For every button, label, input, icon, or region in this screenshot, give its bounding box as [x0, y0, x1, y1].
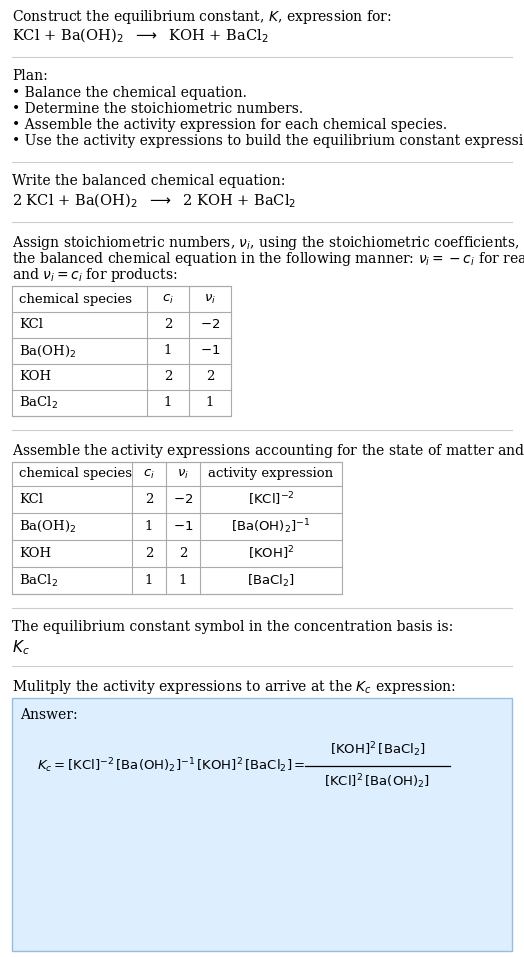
Text: • Use the activity expressions to build the equilibrium constant expression.: • Use the activity expressions to build …	[12, 134, 524, 148]
Text: $\nu_i$: $\nu_i$	[177, 467, 189, 480]
Bar	[12, 286, 231, 416]
Bar	[12, 462, 342, 594]
Text: $[\mathrm{KCl}]^2\,[\mathrm{Ba(OH)_2}]$: $[\mathrm{KCl}]^2\,[\mathrm{Ba(OH)_2}]$	[324, 772, 431, 791]
Text: • Balance the chemical equation.: • Balance the chemical equation.	[12, 86, 247, 100]
Text: $-2$: $-2$	[200, 319, 220, 331]
Text: Ba(OH)$_2$: Ba(OH)$_2$	[19, 519, 77, 534]
Text: chemical species: chemical species	[19, 468, 132, 480]
Text: 2: 2	[206, 370, 214, 384]
Text: 1: 1	[145, 520, 153, 533]
Text: Assign stoichiometric numbers, $\nu_i$, using the stoichiometric coefficients, $: Assign stoichiometric numbers, $\nu_i$, …	[12, 234, 524, 252]
Text: $c_i$: $c_i$	[162, 293, 174, 305]
Text: $[\mathrm{BaCl_2}]$: $[\mathrm{BaCl_2}]$	[247, 572, 295, 589]
Text: $[\mathrm{KOH}]^2\,[\mathrm{BaCl_2}]$: $[\mathrm{KOH}]^2\,[\mathrm{BaCl_2}]$	[330, 741, 425, 759]
Text: Construct the equilibrium constant, $K$, expression for:: Construct the equilibrium constant, $K$,…	[12, 8, 391, 26]
Text: Plan:: Plan:	[12, 69, 48, 83]
Text: activity expression: activity expression	[209, 468, 334, 480]
Text: Write the balanced chemical equation:: Write the balanced chemical equation:	[12, 174, 286, 188]
Text: 1: 1	[206, 396, 214, 410]
Text: $K_c$: $K_c$	[12, 638, 30, 657]
Text: $[\mathrm{KCl}]^{-2}$: $[\mathrm{KCl}]^{-2}$	[248, 491, 294, 508]
Text: chemical species: chemical species	[19, 293, 132, 305]
Text: $K_c = [\mathrm{KCl}]^{-2}\,[\mathrm{Ba(OH)_2}]^{-1}\,[\mathrm{KOH}]^2\,[\mathrm: $K_c = [\mathrm{KCl}]^{-2}\,[\mathrm{Ba(…	[37, 757, 305, 775]
Text: Assemble the activity expressions accounting for the state of matter and $\nu_i$: Assemble the activity expressions accoun…	[12, 442, 524, 460]
Text: $-1$: $-1$	[200, 345, 220, 358]
Text: $-1$: $-1$	[173, 520, 193, 533]
Text: BaCl$_2$: BaCl$_2$	[19, 572, 58, 589]
Text: KCl: KCl	[19, 319, 43, 331]
Text: 1: 1	[164, 396, 172, 410]
Text: $\nu_i$: $\nu_i$	[204, 293, 216, 305]
Text: 2: 2	[179, 547, 187, 560]
Text: KOH: KOH	[19, 547, 51, 560]
Text: Mulitply the activity expressions to arrive at the $K_c$ expression:: Mulitply the activity expressions to arr…	[12, 678, 456, 696]
Text: $-2$: $-2$	[173, 493, 193, 506]
Text: KCl + Ba(OH)$_2$  $\longrightarrow$  KOH + BaCl$_2$: KCl + Ba(OH)$_2$ $\longrightarrow$ KOH +…	[12, 27, 268, 45]
Text: the balanced chemical equation in the following manner: $\nu_i = -c_i$ for react: the balanced chemical equation in the fo…	[12, 250, 524, 268]
Text: 2: 2	[145, 547, 153, 560]
Text: 2 KCl + Ba(OH)$_2$  $\longrightarrow$  2 KOH + BaCl$_2$: 2 KCl + Ba(OH)$_2$ $\longrightarrow$ 2 K…	[12, 192, 297, 211]
Text: • Assemble the activity expression for each chemical species.: • Assemble the activity expression for e…	[12, 118, 447, 132]
Text: • Determine the stoichiometric numbers.: • Determine the stoichiometric numbers.	[12, 102, 303, 116]
Text: BaCl$_2$: BaCl$_2$	[19, 395, 58, 412]
Text: 2: 2	[145, 493, 153, 506]
Text: $[\mathrm{Ba(OH)_2}]^{-1}$: $[\mathrm{Ba(OH)_2}]^{-1}$	[231, 517, 311, 536]
Text: KOH: KOH	[19, 370, 51, 384]
Bar	[12, 698, 512, 951]
Text: 2: 2	[164, 370, 172, 384]
Text: The equilibrium constant symbol in the concentration basis is:: The equilibrium constant symbol in the c…	[12, 620, 453, 634]
Text: KCl: KCl	[19, 493, 43, 506]
Text: Answer:: Answer:	[20, 708, 78, 722]
Text: 2: 2	[164, 319, 172, 331]
Text: Ba(OH)$_2$: Ba(OH)$_2$	[19, 344, 77, 359]
Text: $[\mathrm{KOH}]^{2}$: $[\mathrm{KOH}]^{2}$	[248, 545, 294, 563]
Text: 1: 1	[145, 574, 153, 587]
Text: 1: 1	[179, 574, 187, 587]
Text: $c_i$: $c_i$	[143, 467, 155, 480]
Text: and $\nu_i = c_i$ for products:: and $\nu_i = c_i$ for products:	[12, 266, 178, 284]
Text: 1: 1	[164, 345, 172, 358]
